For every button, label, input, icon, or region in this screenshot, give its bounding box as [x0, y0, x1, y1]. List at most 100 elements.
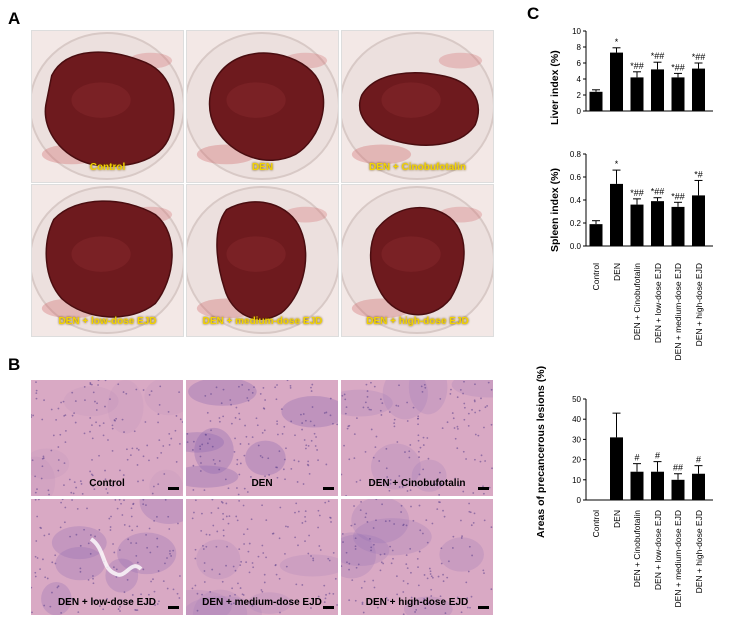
lesion-x-label: DEN + medium-dose EJD — [673, 510, 683, 608]
histology-image-1: Control — [31, 380, 183, 496]
gross-photo-caption: DEN + low-dose EJD — [58, 316, 157, 327]
liver-specimen — [209, 53, 324, 161]
bar — [630, 77, 644, 111]
scale-bar — [478, 606, 489, 609]
histology-caption: DEN + low-dose EJD — [57, 597, 157, 608]
bar — [630, 204, 644, 246]
spleen-x-label: DEN + Cinobufotalin — [632, 263, 642, 341]
panel-label-b: B — [8, 355, 21, 374]
liver-specimen — [45, 52, 174, 166]
lesion-x-label: Control — [591, 510, 601, 538]
gross-photo-caption: DEN + high-dose EJD — [366, 316, 469, 327]
gross-photo-2: DEN — [186, 30, 339, 183]
bar — [692, 68, 705, 111]
y-tick-label: 10 — [572, 476, 581, 485]
y-tick-label: 0.2 — [570, 219, 582, 228]
scale-bar — [323, 606, 334, 609]
y-tick-label: 8 — [577, 43, 582, 52]
histology-caption: Control — [89, 478, 125, 489]
bar — [671, 77, 685, 111]
gross-photo-1: Control — [31, 30, 184, 183]
significance-annotation: * — [615, 159, 619, 169]
bar — [671, 206, 685, 246]
histology-image-2: DEN — [186, 380, 338, 496]
significance-annotation: *## — [671, 191, 685, 201]
histology-caption: DEN + Cinobufotalin — [368, 478, 466, 489]
significance-annotation: # — [696, 455, 701, 465]
bar — [651, 201, 664, 246]
scale-bar — [323, 487, 334, 490]
y-tick-label: 6 — [577, 59, 582, 68]
histology-caption: DEN — [251, 478, 273, 489]
liver-specimen — [359, 72, 479, 146]
bar — [610, 52, 623, 111]
significance-annotation: ## — [673, 463, 683, 473]
significance-annotation: *## — [630, 61, 644, 71]
significance-annotation: # — [634, 453, 639, 463]
liver-index-axis-label: Liver index (%) — [549, 50, 561, 125]
gross-photo-caption: Control — [89, 162, 126, 173]
lesion-x-label: DEN + Cinobufotalin — [632, 510, 642, 588]
y-tick-label: 50 — [572, 395, 581, 404]
y-tick-label: 0.0 — [570, 242, 582, 251]
bar — [692, 195, 705, 246]
gross-photo-5: DEN + medium-dose EJD — [186, 184, 339, 337]
bar — [589, 224, 603, 246]
y-tick-label: 0 — [577, 107, 582, 116]
liver-specimen — [370, 207, 465, 315]
spleen-x-label: DEN + high-dose EJD — [693, 263, 704, 347]
precancerous-lesions-axis-label: Areas of precancerous lesions (%) — [535, 365, 547, 538]
scale-bar — [168, 606, 179, 609]
histology-image-3: DEN + Cinobufotalin — [341, 380, 493, 496]
significance-annotation: *## — [692, 52, 706, 62]
bar — [651, 471, 664, 500]
y-tick-label: 0.4 — [570, 196, 582, 205]
y-tick-label: 10 — [572, 27, 581, 36]
lesion-x-label: DEN + high-dose EJD — [693, 510, 704, 594]
y-tick-label: 30 — [572, 435, 581, 444]
histology-image-6: DEN + high-dose EJD — [341, 499, 493, 615]
panel-label-a: A — [8, 9, 21, 28]
significance-annotation: *## — [671, 62, 685, 72]
y-tick-label: 0 — [577, 496, 582, 505]
spleen-x-label: DEN — [611, 263, 622, 281]
gross-photo-4: DEN + low-dose EJD — [31, 184, 184, 337]
y-tick-label: 40 — [572, 415, 581, 424]
scale-bar — [478, 487, 489, 490]
histology-image-4: DEN + low-dose EJD — [31, 499, 183, 615]
scale-bar — [168, 487, 179, 490]
gross-photo-caption: DEN + medium-dose EJD — [202, 316, 323, 327]
spleen-x-label: DEN + low-dose EJD — [652, 263, 663, 344]
significance-annotation: # — [655, 451, 660, 461]
lesion-x-label: DEN — [611, 510, 622, 528]
histology-image-5: DEN + medium-dose EJD — [186, 499, 338, 615]
bar — [610, 183, 623, 246]
y-tick-label: 0.6 — [570, 173, 582, 182]
bar — [610, 437, 623, 500]
spleen-x-label: DEN + medium-dose EJD — [673, 263, 683, 361]
liver-specimen — [216, 201, 306, 320]
spleen-x-label: Control — [591, 263, 601, 291]
gross-photo-caption: DEN — [251, 162, 274, 173]
significance-annotation: * — [615, 37, 619, 47]
bar — [692, 473, 705, 500]
bar — [630, 471, 644, 500]
lesion-x-label: DEN + low-dose EJD — [652, 510, 663, 591]
y-tick-label: 0.8 — [570, 150, 582, 159]
histology-caption: DEN + medium-dose EJD — [202, 597, 322, 608]
spleen-index-chart: 0.0 0.2 0.4 0.6 0.8 * *## *## *## *# — [525, 150, 731, 260]
gross-photo-caption: DEN + Cinobufotalin — [369, 162, 466, 173]
spleen-index-axis-label: Spleen index (%) — [549, 167, 561, 252]
y-tick-label: 2 — [577, 91, 582, 100]
y-tick-label: 4 — [577, 75, 582, 84]
liver-index-chart: 0 2 4 6 8 10 * *## *## *## *## — [525, 25, 731, 140]
liver-specimen — [46, 201, 173, 317]
gross-photo-6: DEN + high-dose EJD — [341, 184, 494, 337]
gross-photo-3: DEN + Cinobufotalin — [341, 30, 494, 183]
panel-label-c: C — [527, 4, 540, 23]
bar — [589, 91, 603, 111]
bar — [651, 69, 664, 111]
histology-caption: DEN + high-dose EJD — [365, 597, 469, 608]
y-tick-label: 20 — [572, 456, 581, 465]
significance-annotation: *# — [694, 169, 703, 179]
